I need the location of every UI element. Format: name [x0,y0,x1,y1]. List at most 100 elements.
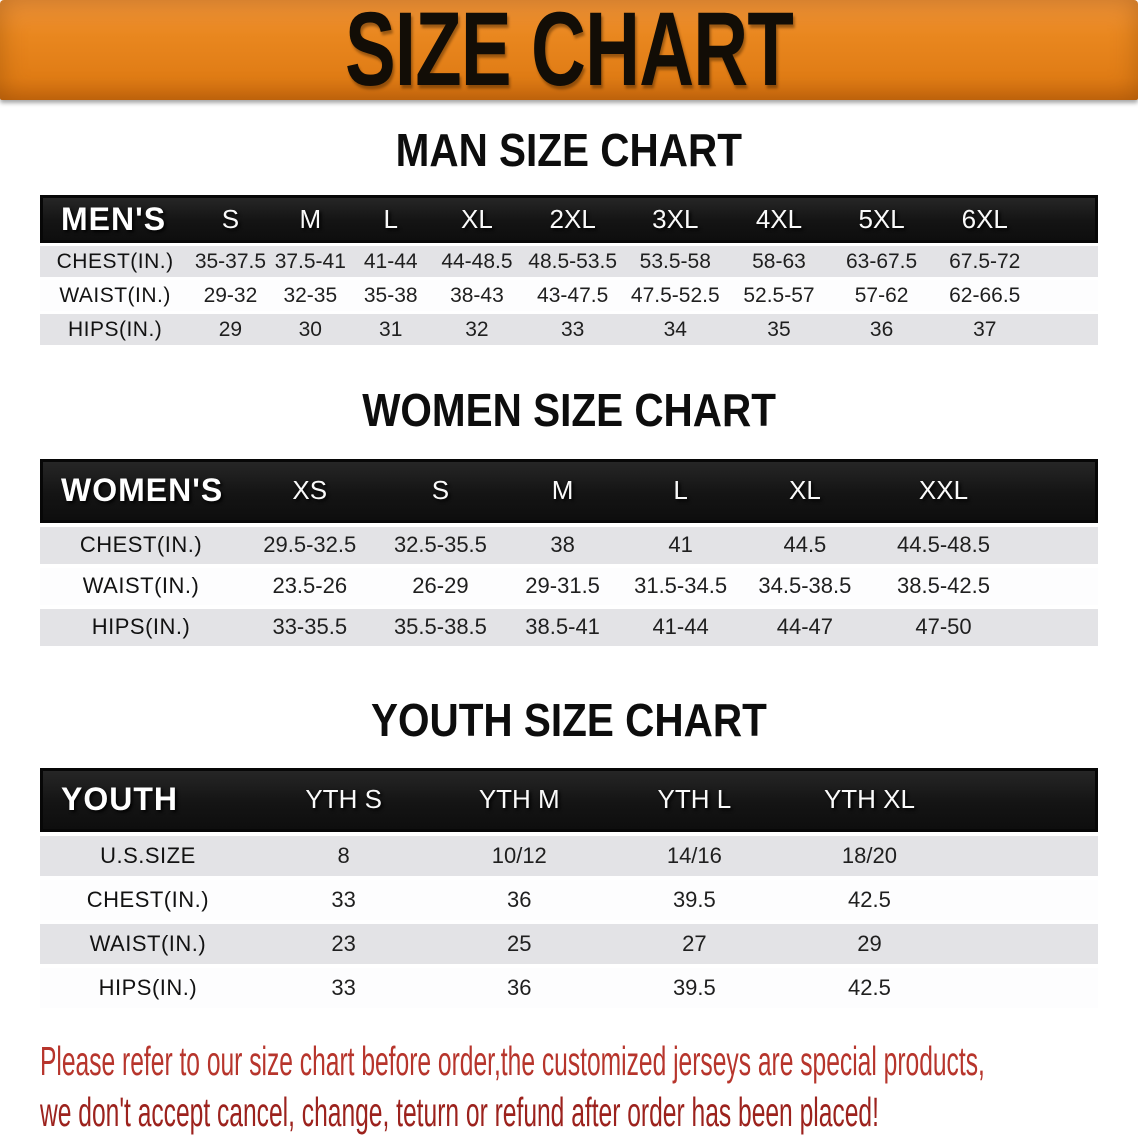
men-col-header-s: S [190,195,271,244]
youth-section-heading: YOUTH SIZE CHART [0,693,1138,746]
women-col-header-xxl: XXL [870,458,1017,523]
women-header-row: WOMEN'S XS S M L XL XXL [40,458,1098,523]
men-section-heading-text: MAN SIZE CHART [395,124,743,176]
cell: 57-62 [830,280,933,312]
cell: 36 [431,879,608,920]
youth-header-row: YOUTH YTH S YTH M YTH L YTH XL [40,767,1098,832]
men-size-table-wrap: MEN'S S M L XL 2XL 3XL 4XL 5XL 6XL CHEST… [40,192,1098,348]
row-label: HIPS(IN.) [40,967,256,1008]
youth-section-heading-text: YOUTH SIZE CHART [371,693,767,746]
row-label: CHEST(IN.) [40,526,243,564]
cell: 38 [503,526,622,564]
cell-filler [1016,608,1098,646]
disclaimer: Please refer to our size chart before or… [40,1036,1138,1138]
cell-filler [957,967,1098,1008]
cell: 10/12 [431,835,608,876]
cell: 29-32 [190,280,271,312]
cell: 48.5-53.5 [522,246,623,278]
women-size-table: WOMEN'S XS S M L XL XXL CHEST(IN.) 29.5-… [40,455,1098,650]
cell: 35-37.5 [190,246,271,278]
women-col-header-filler [1016,458,1098,523]
men-col-header-l: L [349,195,432,244]
cell: 14/16 [607,835,782,876]
women-size-table-wrap: WOMEN'S XS S M L XL XXL CHEST(IN.) 29.5-… [40,455,1098,650]
cell: 33 [255,967,432,1008]
cell: 27 [607,923,782,964]
cell-filler [957,835,1098,876]
banner: SIZE CHART [0,0,1138,102]
cell: 36 [830,314,933,346]
youth-chest-row: CHEST(IN.) 33 36 39.5 42.5 [40,879,1098,920]
cell: 33 [522,314,623,346]
youth-table-corner-label: YOUTH [40,767,256,832]
row-label: HIPS(IN.) [40,608,243,646]
cell: 23 [255,923,432,964]
men-col-header-3xl: 3XL [622,195,728,244]
cell: 35.5-38.5 [377,608,504,646]
youth-col-header-s: YTH S [255,767,432,832]
cell: 41-44 [621,608,740,646]
women-col-header-l: L [621,458,740,523]
cell: 39.5 [607,967,782,1008]
cell: 38-43 [431,280,523,312]
cell: 38.5-41 [503,608,622,646]
men-col-header-xl: XL [431,195,523,244]
cell: 34 [622,314,728,346]
row-label: WAIST(IN.) [40,923,256,964]
women-col-header-xl: XL [739,458,871,523]
cell-filler [1036,280,1098,312]
youth-ussize-row: U.S.SIZE 8 10/12 14/16 18/20 [40,835,1098,876]
cell-filler [957,879,1098,920]
cell: 32 [431,314,523,346]
men-waist-row: WAIST(IN.) 29-32 32-35 35-38 38-43 43-47… [40,280,1098,312]
cell: 37.5-41 [270,246,350,278]
men-col-header-6xl: 6XL [932,195,1037,244]
cell: 33 [255,879,432,920]
cell: 63-67.5 [830,246,933,278]
cell: 53.5-58 [622,246,728,278]
cell: 26-29 [377,567,504,605]
cell: 42.5 [781,967,958,1008]
row-label: HIPS(IN.) [40,314,191,346]
row-label: WAIST(IN.) [40,280,191,312]
cell: 35 [727,314,831,346]
row-label: CHEST(IN.) [40,246,191,278]
men-col-header-2xl: 2XL [522,195,623,244]
cell: 44-48.5 [431,246,523,278]
cell: 41-44 [349,246,432,278]
youth-col-header-l: YTH L [607,767,782,832]
cell: 39.5 [607,879,782,920]
men-col-header-5xl: 5XL [830,195,933,244]
cell: 31 [349,314,432,346]
women-table-corner-label: WOMEN'S [40,458,243,523]
women-col-header-s: S [377,458,504,523]
men-col-header-4xl: 4XL [727,195,831,244]
cell: 29 [190,314,271,346]
youth-col-header-xl: YTH XL [781,767,958,832]
men-col-header-filler [1036,195,1098,244]
cell: 29.5-32.5 [242,526,378,564]
cell: 25 [431,923,608,964]
women-chest-row: CHEST(IN.) 29.5-32.5 32.5-35.5 38 41 44.… [40,526,1098,564]
cell: 44-47 [739,608,871,646]
youth-size-table-wrap: YOUTH YTH S YTH M YTH L YTH XL U.S.SIZE … [40,764,1098,1012]
cell: 42.5 [781,879,958,920]
men-size-table: MEN'S S M L XL 2XL 3XL 4XL 5XL 6XL CHEST… [40,192,1098,348]
cell: 29 [781,923,958,964]
youth-hips-row: HIPS(IN.) 33 36 39.5 42.5 [40,967,1098,1008]
cell: 62-66.5 [932,280,1037,312]
men-section-heading: MAN SIZE CHART [0,124,1138,176]
cell-filler [957,923,1098,964]
cell: 52.5-57 [727,280,831,312]
row-label: CHEST(IN.) [40,879,256,920]
disclaimer-line-2: we don't accept cancel, change, teturn o… [40,1088,879,1135]
youth-size-table: YOUTH YTH S YTH M YTH L YTH XL U.S.SIZE … [40,764,1098,1012]
cell: 44.5 [739,526,871,564]
cell: 32-35 [270,280,350,312]
cell: 18/20 [781,835,958,876]
women-section-heading-text: WOMEN SIZE CHART [362,384,776,437]
cell: 47-50 [870,608,1017,646]
women-col-header-xs: XS [242,458,378,523]
cell: 44.5-48.5 [870,526,1017,564]
cell: 29-31.5 [503,567,622,605]
